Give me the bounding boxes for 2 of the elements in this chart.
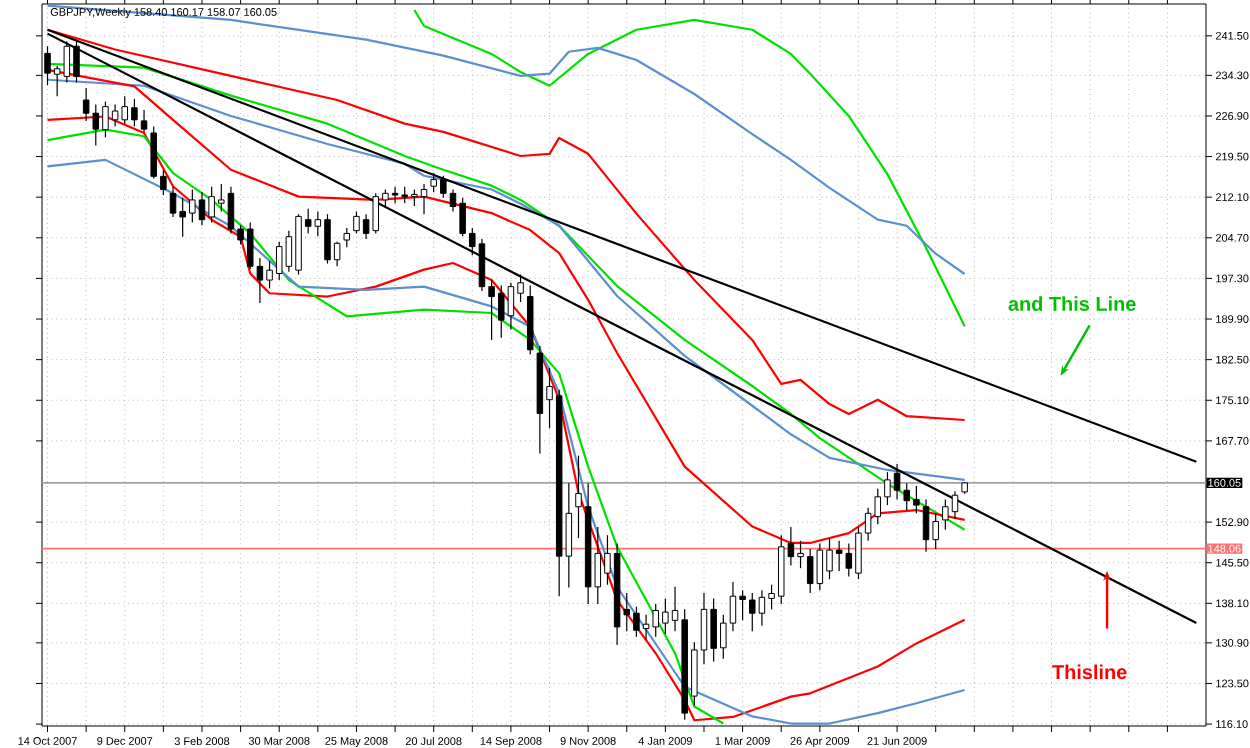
annotation: Thisline (1052, 664, 1127, 680)
annotation: and This Line (1008, 296, 1136, 311)
